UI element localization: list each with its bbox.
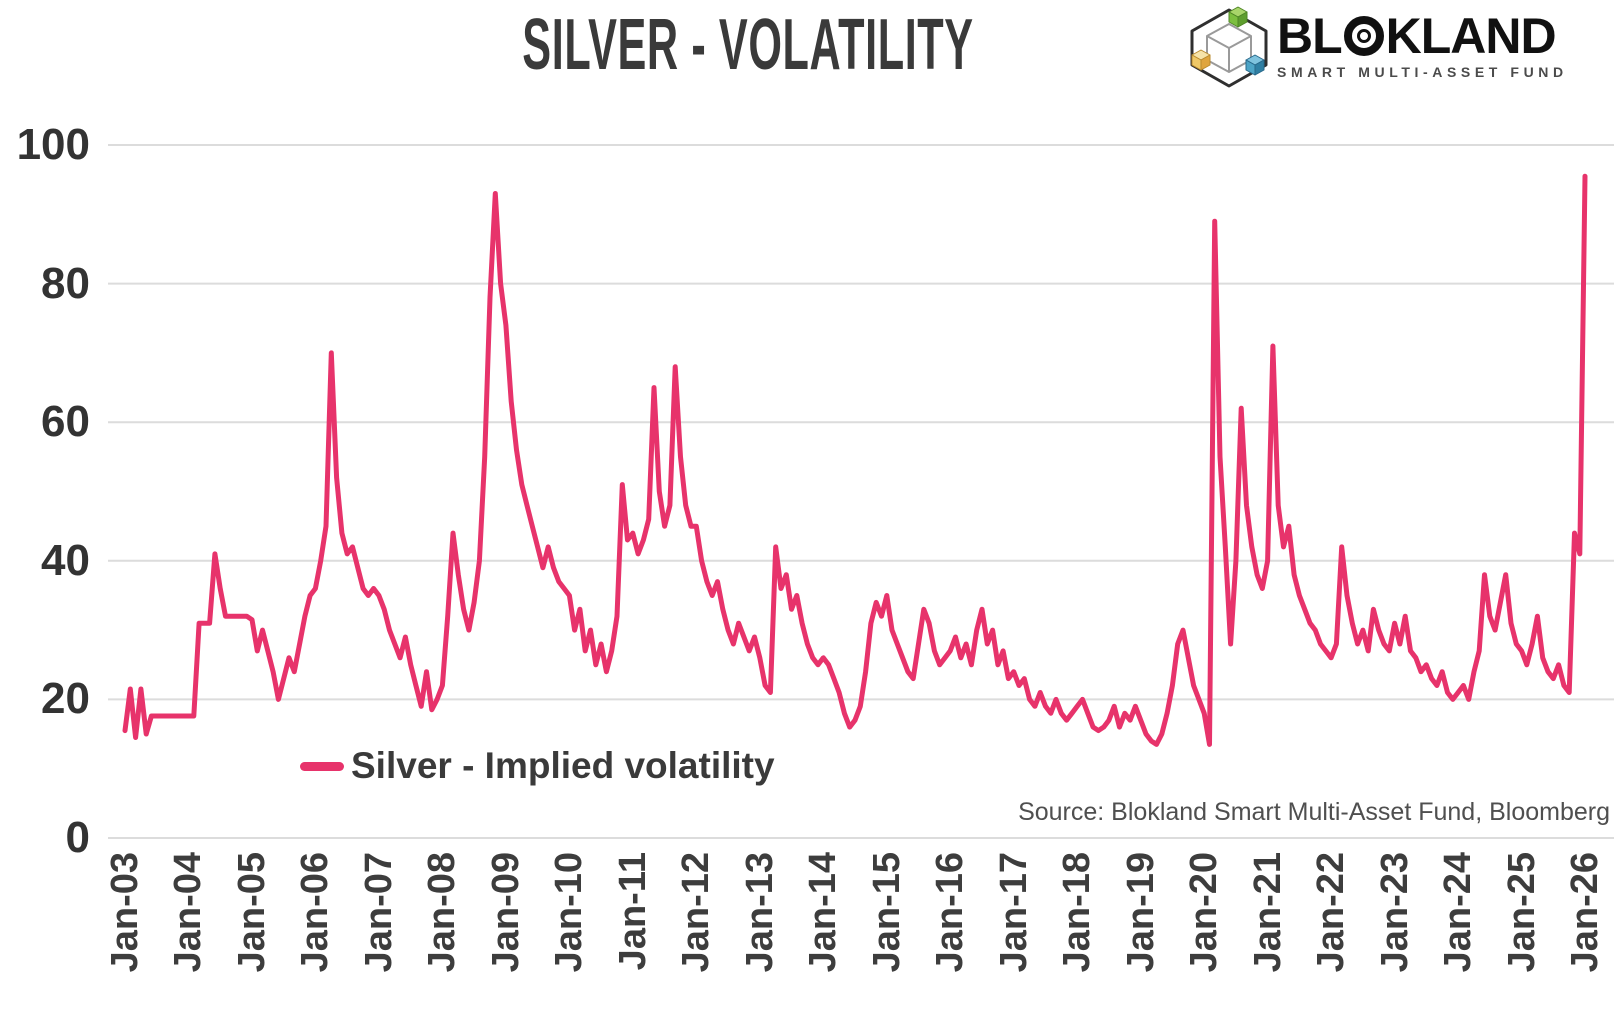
- copyright-o-icon: [1343, 16, 1384, 56]
- y-axis-label-100: 100: [16, 120, 90, 169]
- x-axis-label-Jan-08: Jan-08: [421, 852, 464, 973]
- blue-cube: [1245, 54, 1265, 76]
- gridlines: [108, 144, 1614, 839]
- x-axis-label-Jan-19: Jan-19: [1119, 852, 1162, 973]
- x-axis-label-Jan-24: Jan-24: [1437, 852, 1480, 973]
- x-axis-label-Jan-23: Jan-23: [1373, 852, 1416, 973]
- x-axis-label-Jan-25: Jan-25: [1500, 852, 1543, 973]
- legend: Silver - Implied volatility: [300, 745, 775, 787]
- x-axis-label-Jan-20: Jan-20: [1183, 852, 1226, 973]
- green-cube: [1228, 6, 1248, 28]
- blokland-logo: BL KLAND SMART MULTI-ASSET FUND: [1185, 2, 1621, 94]
- source-attribution: Source: Blokland Smart Multi-Asset Fund,…: [1018, 798, 1610, 826]
- chart-title: SILVER - VOLATILITY: [522, 5, 974, 85]
- x-axis-label-Jan-06: Jan-06: [294, 852, 337, 973]
- logo-wordmark: BL KLAND: [1277, 8, 1557, 64]
- silver-implied-volatility-line: [122, 173, 1588, 747]
- yellow-cube: [1191, 49, 1211, 71]
- logo-name-pre: BL: [1277, 8, 1343, 64]
- x-axis-label-Jan-09: Jan-09: [484, 852, 527, 973]
- y-axis-label-80: 80: [41, 258, 90, 308]
- x-axis-label-Jan-10: Jan-10: [548, 852, 591, 973]
- x-axis-label-Jan-14: Jan-14: [802, 852, 845, 973]
- x-axis-label-Jan-17: Jan-17: [992, 852, 1035, 973]
- logo-subtitle: SMART MULTI-ASSET FUND: [1277, 64, 1568, 80]
- blokland-cube-icon: [1190, 6, 1268, 88]
- y-axis-label-60: 60: [41, 397, 90, 447]
- x-axis-label-Jan-03: Jan-03: [104, 852, 146, 973]
- x-axis-label-Jan-21: Jan-21: [1246, 852, 1289, 973]
- x-axis-label-Jan-11: Jan-11: [611, 852, 654, 971]
- x-axis-label-Jan-05: Jan-05: [230, 852, 273, 973]
- legend-line-marker: [300, 761, 344, 771]
- x-axis-label-Jan-16: Jan-16: [929, 852, 972, 973]
- x-axis-label-Jan-26: Jan-26: [1564, 852, 1607, 973]
- x-axis-label-Jan-15: Jan-15: [865, 852, 908, 973]
- x-axis-label-Jan-13: Jan-13: [738, 852, 781, 973]
- x-axis-label-Jan-04: Jan-04: [167, 852, 210, 973]
- x-axis-label-Jan-12: Jan-12: [675, 852, 718, 973]
- x-axis-label-Jan-18: Jan-18: [1056, 852, 1099, 973]
- x-axis-label-Jan-22: Jan-22: [1310, 852, 1353, 973]
- legend-label: Silver - Implied volatility: [351, 745, 775, 786]
- y-axis-label-40: 40: [41, 535, 90, 585]
- x-axis-label-Jan-07: Jan-07: [357, 852, 400, 973]
- y-axis-label-0: 0: [65, 813, 90, 862]
- y-axis-label-20: 20: [41, 674, 90, 724]
- logo-name-post: KLAND: [1385, 8, 1557, 64]
- logo-text: BL KLAND SMART MULTI-ASSET FUND: [1277, 10, 1568, 80]
